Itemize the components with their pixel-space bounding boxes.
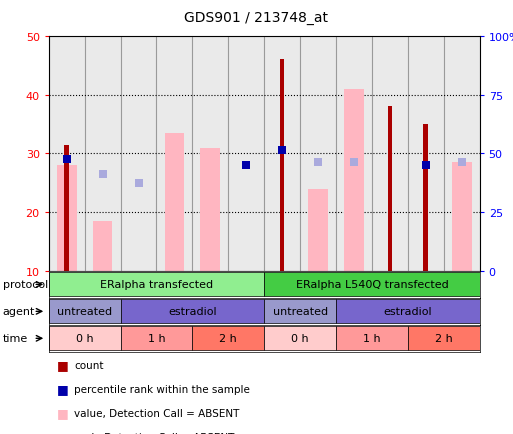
Text: percentile rank within the sample: percentile rank within the sample xyxy=(74,384,250,394)
Bar xyxy=(452,163,471,271)
FancyBboxPatch shape xyxy=(264,326,336,351)
FancyBboxPatch shape xyxy=(264,273,480,297)
FancyBboxPatch shape xyxy=(408,326,480,351)
Text: count: count xyxy=(74,360,104,370)
FancyBboxPatch shape xyxy=(49,299,121,324)
Text: untreated: untreated xyxy=(272,307,328,316)
Text: ■: ■ xyxy=(56,358,68,372)
Text: ERalpha L540Q transfected: ERalpha L540Q transfected xyxy=(295,280,448,289)
Bar xyxy=(121,37,156,271)
Bar xyxy=(423,125,428,271)
Bar xyxy=(85,37,121,271)
Text: untreated: untreated xyxy=(57,307,112,316)
Text: protocol: protocol xyxy=(3,280,48,289)
Text: ERalpha transfected: ERalpha transfected xyxy=(100,280,213,289)
Bar xyxy=(201,148,220,271)
Bar xyxy=(165,134,184,271)
FancyBboxPatch shape xyxy=(336,326,408,351)
Text: value, Detection Call = ABSENT: value, Detection Call = ABSENT xyxy=(74,408,240,418)
Bar xyxy=(192,37,228,271)
Text: 0 h: 0 h xyxy=(291,334,309,343)
Bar xyxy=(336,37,372,271)
FancyBboxPatch shape xyxy=(121,299,264,324)
FancyBboxPatch shape xyxy=(336,299,480,324)
FancyBboxPatch shape xyxy=(49,326,121,351)
Text: GDS901 / 213748_at: GDS901 / 213748_at xyxy=(185,11,328,25)
Text: ■: ■ xyxy=(56,406,68,419)
Text: agent: agent xyxy=(3,307,35,316)
Bar xyxy=(344,89,364,271)
FancyBboxPatch shape xyxy=(264,299,336,324)
Bar xyxy=(49,37,85,271)
Text: 0 h: 0 h xyxy=(76,334,93,343)
Bar xyxy=(228,37,264,271)
Bar xyxy=(64,145,69,271)
Text: 2 h: 2 h xyxy=(220,334,237,343)
Text: 1 h: 1 h xyxy=(148,334,165,343)
Text: 1 h: 1 h xyxy=(363,334,381,343)
Text: estradiol: estradiol xyxy=(168,307,216,316)
Bar xyxy=(93,221,112,271)
Bar xyxy=(156,37,192,271)
FancyBboxPatch shape xyxy=(49,273,264,297)
Bar xyxy=(280,60,285,271)
Text: ■: ■ xyxy=(56,430,68,434)
Bar xyxy=(387,107,392,271)
Bar xyxy=(308,189,328,271)
Bar xyxy=(264,37,300,271)
Text: 2 h: 2 h xyxy=(435,334,452,343)
Bar xyxy=(372,37,408,271)
FancyBboxPatch shape xyxy=(192,326,264,351)
Bar xyxy=(408,37,444,271)
Bar xyxy=(57,166,76,271)
Text: rank, Detection Call = ABSENT: rank, Detection Call = ABSENT xyxy=(74,432,235,434)
FancyBboxPatch shape xyxy=(121,326,192,351)
Text: ■: ■ xyxy=(56,382,68,395)
Text: time: time xyxy=(3,334,28,343)
Bar xyxy=(300,37,336,271)
Bar xyxy=(444,37,480,271)
Text: estradiol: estradiol xyxy=(384,307,432,316)
